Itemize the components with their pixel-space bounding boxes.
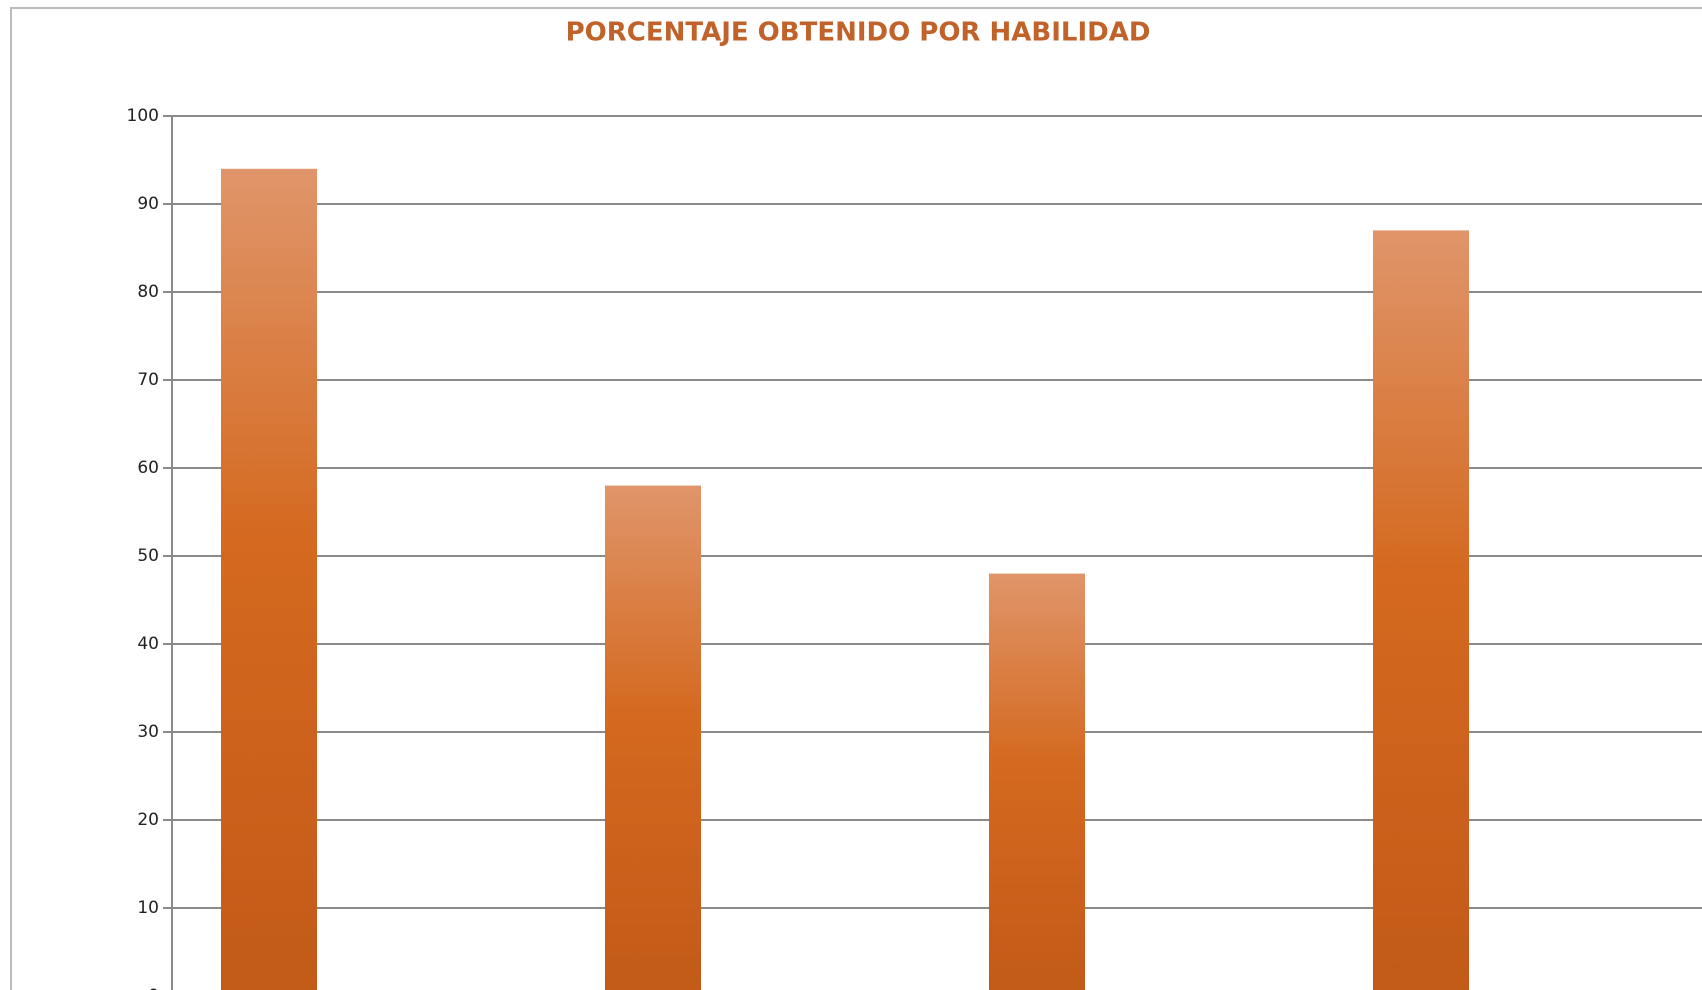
bar xyxy=(221,168,317,990)
y-tick-label: 40 xyxy=(137,634,159,654)
y-tick-label: 50 xyxy=(137,546,159,566)
bar xyxy=(989,573,1085,990)
y-tick-label: 70 xyxy=(137,370,159,390)
y-tick-label: 100 xyxy=(127,106,159,126)
y-tick-label: 0 xyxy=(148,986,159,990)
bar xyxy=(1373,230,1469,990)
y-tick-label: 20 xyxy=(137,810,159,830)
bar xyxy=(605,485,701,990)
chart-title: PORCENTAJE OBTENIDO POR HABILIDAD xyxy=(566,18,1151,48)
y-tick-label: 10 xyxy=(137,898,159,918)
y-tick-label: 30 xyxy=(137,722,159,742)
y-tick-label: 60 xyxy=(137,458,159,478)
y-tick-label: 90 xyxy=(137,194,159,214)
y-tick-label: 80 xyxy=(137,282,159,302)
